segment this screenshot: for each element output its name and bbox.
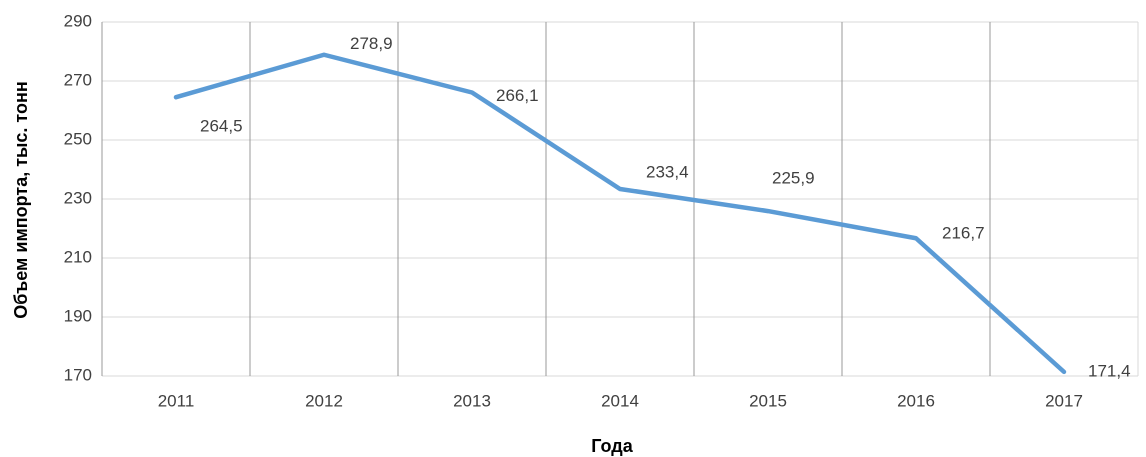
- x-tick-label: 2012: [305, 391, 343, 410]
- y-tick-label: 210: [64, 247, 92, 266]
- x-tick-label: 2014: [601, 391, 639, 410]
- data-label: 266,1: [496, 86, 539, 105]
- y-tick-label: 290: [64, 11, 92, 30]
- data-label: 171,4: [1088, 361, 1131, 380]
- x-axis-title: Года: [591, 436, 633, 456]
- data-label: 216,7: [942, 224, 985, 243]
- y-tick-label: 270: [64, 70, 92, 89]
- x-tick-label: 2015: [749, 391, 787, 410]
- y-tick-label: 170: [64, 365, 92, 384]
- y-tick-label: 250: [64, 129, 92, 148]
- x-tick-label: 2017: [1045, 391, 1083, 410]
- data-label: 264,5: [200, 117, 243, 136]
- data-label: 225,9: [772, 169, 815, 188]
- data-line: [173, 52, 1067, 375]
- y-tick-label: 230: [64, 188, 92, 207]
- x-tick-label: 2016: [897, 391, 935, 410]
- x-tick-label: 2013: [453, 391, 491, 410]
- y-axis-title: Объем импорта, тыс. тонн: [11, 81, 31, 318]
- data-label: 278,9: [350, 34, 393, 53]
- x-tick-label: 2011: [158, 391, 195, 410]
- y-tick-label: 190: [64, 306, 92, 325]
- data-label: 233,4: [646, 162, 689, 181]
